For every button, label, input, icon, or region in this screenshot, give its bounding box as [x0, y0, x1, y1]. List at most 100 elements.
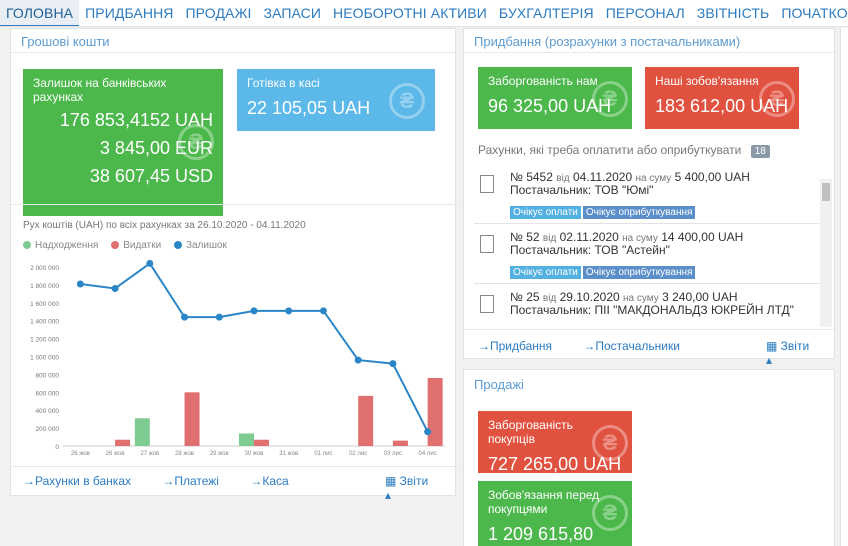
y-tick-label: 1 400 000 — [30, 319, 59, 326]
hryvnia-logo-icon: ₴ — [178, 124, 214, 160]
buyers-obligations-caption: Зобов'язання перед покупцями — [488, 488, 600, 516]
reports-link[interactable]: ▦ Звіти ▴ — [385, 474, 429, 502]
document-icon — [480, 295, 494, 313]
tab-purchases[interactable]: ПРИДБАННЯ — [85, 5, 174, 21]
x-tick-label: 02 лис — [349, 451, 367, 455]
bank-balance-caption: Залишок на банківських рахунках — [33, 76, 167, 104]
y-tick-label: 200 000 — [36, 426, 60, 433]
y-tick-label: 800 000 — [36, 372, 60, 379]
expense-bar — [184, 392, 200, 446]
payments-link[interactable]: →Платежі — [162, 474, 219, 488]
bill-item[interactable]: № 52 від 02.11.2020 на суму 14 400,00 UA… — [474, 225, 819, 284]
bills-count-badge: 18 — [750, 145, 770, 158]
balance-point — [319, 307, 327, 315]
hryvnia-logo-icon: ₴ — [592, 81, 628, 117]
debt-to-us-tile[interactable]: Заборгованість нам ₴ 96 325,00 UAH — [478, 67, 632, 129]
y-tick-label: 400 000 — [36, 408, 60, 415]
y-tick-label: 0 — [55, 444, 59, 451]
our-obligations-tile[interactable]: Наші зобов'язання ₴ 183 612,00 UAH — [645, 67, 799, 129]
bank-accounts-link[interactable]: →Рахунки в банках — [23, 474, 131, 488]
chart-caption: Рух коштів (UAH) по всіх рахунках за 26.… — [23, 220, 306, 231]
x-tick-label: 26 жов — [71, 451, 90, 455]
tab-stock[interactable]: ЗАПАСИ — [263, 5, 322, 21]
x-tick-label: 30 жов — [245, 451, 264, 455]
bills-scrollbar[interactable] — [820, 179, 832, 327]
tab-reports[interactable]: ЗВІТНІСТЬ — [696, 5, 770, 21]
bill-item[interactable]: № 5452 від 04.11.2020 на суму 5 400,00 U… — [474, 165, 819, 224]
purchases-panel: Придбання (розрахунки з постачальниками)… — [463, 28, 836, 367]
reports-link[interactable]: ▦ Звіти ▴ — [766, 339, 810, 367]
expense-bar — [115, 439, 131, 446]
bill-number[interactable]: № 25 — [510, 290, 540, 304]
awaiting-receipt-badge: Очікує оприбуткування — [582, 206, 696, 219]
expense-bar — [254, 439, 269, 446]
cashdesk-link[interactable]: →Каса — [250, 474, 289, 488]
balance-point — [76, 280, 84, 288]
expense-bar — [392, 440, 408, 446]
tab-home[interactable]: ГОЛОВНА — [0, 0, 80, 26]
hryvnia-logo-icon: ₴ — [389, 83, 425, 119]
income-bar — [239, 433, 254, 446]
bills-caption: Рахунки, які треба оплатити або оприбутк… — [478, 143, 770, 158]
expense-bar — [427, 377, 443, 446]
hryvnia-logo-icon: ₴ — [759, 81, 795, 117]
bill-item[interactable]: № 25 від 29.10.2020 на суму 3 240,00 UAH… — [474, 285, 819, 327]
chart-legend: Надходження Видатки Залишок — [23, 240, 227, 251]
x-tick-label: 26 жов — [106, 451, 125, 455]
bill-number[interactable]: № 52 — [510, 230, 540, 244]
expense-bar — [358, 395, 374, 446]
panel-title: Придбання (розрахунки з постачальниками) — [464, 29, 834, 53]
cashbox-amount: 22 105,05 UAH — [247, 98, 371, 118]
tab-opening-balance[interactable]: ПОЧАТКОВИЙ БАЛ — [781, 5, 848, 21]
panel-title: Продажі — [474, 377, 524, 392]
y-tick-label: 1 000 000 — [30, 355, 59, 362]
cashbox-tile[interactable]: Готівка в касі ₴ 22 105,05 UAH — [237, 69, 435, 131]
awaiting-payment-badge: Очікує оплати — [510, 266, 581, 279]
balance-point — [146, 259, 154, 267]
bills-list: № 5452 від 04.11.2020 на суму 5 400,00 U… — [464, 163, 836, 327]
our-obligations-amount: 183 612,00 UAH — [655, 96, 789, 116]
cash-flow-chart: 0 200 000 400 000 600 000 800 000 1 000 000 1 … — [30, 259, 445, 455]
legend-balance[interactable]: Залишок — [173, 240, 227, 251]
balance-point — [215, 313, 223, 321]
debt-to-us-amount: 96 325,00 UAH — [488, 96, 612, 116]
bank-balance-uah: 176 853,4152 UAH — [59, 110, 213, 130]
legend-expense[interactable]: Видатки — [111, 240, 161, 251]
legend-income[interactable]: Надходження — [23, 240, 98, 251]
hryvnia-logo-icon: ₴ — [592, 495, 628, 531]
x-tick-label: 29 жов — [210, 451, 229, 455]
y-tick-label: 1 200 000 — [30, 337, 59, 344]
bill-number[interactable]: № 5452 — [510, 170, 553, 184]
x-tick-label: 03 лис — [384, 451, 402, 455]
balance-point — [354, 356, 362, 364]
y-tick-label: 2 000 000 — [30, 265, 59, 272]
balance-point — [111, 284, 119, 292]
scrollbar-thumb[interactable] — [822, 183, 830, 201]
panel-title: Грошові кошти — [11, 29, 455, 53]
sales-panel: Продажі Заборгованість покупців ₴ 727 26… — [463, 369, 835, 546]
purchases-link[interactable]: →Придбання — [478, 339, 553, 353]
tab-staff[interactable]: ПЕРСОНАЛ — [605, 5, 685, 21]
tab-sales[interactable]: ПРОДАЖІ — [185, 5, 252, 21]
hryvnia-logo-icon: ₴ — [592, 425, 628, 461]
balance-point — [424, 428, 432, 436]
tab-fixed-assets[interactable]: НЕОБОРОТНІ АКТИВИ — [333, 5, 487, 21]
buyers-obligations-tile[interactable]: Зобов'язання перед покупцями ₴ 1 209 615… — [478, 481, 632, 546]
balance-point — [181, 313, 189, 321]
balance-point — [285, 307, 293, 315]
x-tick-label: 27 жов — [140, 451, 159, 455]
right-edge-strip — [840, 28, 848, 546]
balance-point — [250, 307, 258, 315]
x-tick-label: 31 жов — [279, 451, 298, 455]
buyers-debt-amount: 727 265,00 UAH — [488, 454, 622, 474]
suppliers-link[interactable]: →Постачальники — [583, 339, 680, 353]
debt-to-us-caption: Заборгованість нам — [488, 74, 598, 88]
bank-balance-tile[interactable]: Залишок на банківських рахунках ₴ 176 85… — [23, 69, 223, 216]
buyers-debt-caption: Заборгованість покупців — [488, 418, 573, 446]
awaiting-receipt-badge: Очікує оприбуткування — [582, 266, 696, 279]
main-nav: ГОЛОВНА ПРИДБАННЯ ПРОДАЖІ ЗАПАСИ НЕОБОРОТНІ … — [0, 0, 848, 27]
awaiting-payment-badge: Очікує оплати — [510, 206, 581, 219]
income-bar — [134, 418, 150, 446]
tab-accounting[interactable]: БУХГАЛТЕРІЯ — [498, 5, 594, 21]
buyers-debt-tile[interactable]: Заборгованість покупців ₴ 727 265,00 UAH — [478, 411, 632, 474]
